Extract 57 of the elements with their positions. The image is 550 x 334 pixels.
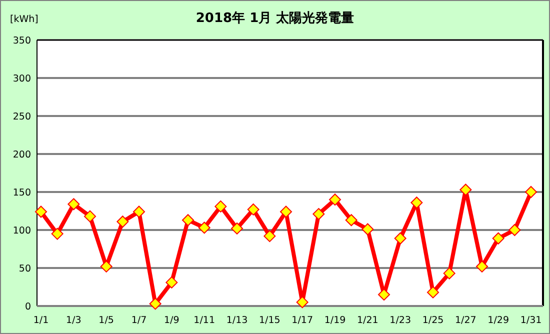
point xyxy=(84,210,96,222)
point xyxy=(492,232,504,244)
point xyxy=(443,267,456,280)
chart-title: 2018年 1月 太陽光発電量 xyxy=(196,11,354,26)
point xyxy=(460,184,472,196)
x-tick-label: 1/1 xyxy=(33,315,49,326)
x-tick-label: 1/9 xyxy=(164,315,180,326)
x-tick-label: 1/11 xyxy=(194,315,216,326)
point xyxy=(231,222,243,234)
y-tick-label: 200 xyxy=(12,150,31,160)
point xyxy=(247,203,260,216)
x-tick-label: 1/13 xyxy=(226,315,248,326)
point xyxy=(133,206,145,218)
x-tick-label: 1/29 xyxy=(488,315,510,326)
y-tick-label: 150 xyxy=(12,188,31,198)
point xyxy=(280,206,292,218)
point xyxy=(182,214,194,226)
point xyxy=(525,186,537,198)
point xyxy=(378,288,390,301)
x-tick-label: 1/17 xyxy=(292,315,314,326)
y-tick-label: 100 xyxy=(12,226,31,236)
point xyxy=(166,276,178,288)
point xyxy=(116,216,129,228)
point xyxy=(362,223,374,236)
x-tick-label: 1/21 xyxy=(356,315,378,326)
y-tick-label: 50 xyxy=(18,264,31,274)
x-tick-label: 1/25 xyxy=(422,315,444,326)
x-tick-label: 1/19 xyxy=(324,315,346,326)
x-tick-label: 1/27 xyxy=(454,315,476,326)
x-tick-label: 1/31 xyxy=(520,315,542,326)
point xyxy=(149,298,162,310)
point xyxy=(410,196,423,209)
y-axis-title: [kWh] xyxy=(10,14,38,25)
x-tick-label: 1/15 xyxy=(258,315,280,326)
point xyxy=(312,208,325,220)
point xyxy=(51,228,64,240)
point xyxy=(329,194,341,206)
point xyxy=(476,260,488,272)
point xyxy=(68,198,80,210)
x-tick-label: 1/3 xyxy=(66,315,82,326)
point xyxy=(264,230,276,242)
y-tick-label: 0 xyxy=(24,302,31,312)
x-tick-label: 1/5 xyxy=(98,315,114,326)
point xyxy=(198,222,210,234)
x-tick-label: 1/7 xyxy=(131,315,147,326)
y-tick-label: 250 xyxy=(12,112,31,122)
point xyxy=(35,206,47,218)
x-tick-label: 1/23 xyxy=(390,315,412,326)
point xyxy=(214,200,227,212)
y-tick-label: 300 xyxy=(12,74,31,84)
point xyxy=(394,232,406,244)
point xyxy=(345,214,358,226)
point xyxy=(427,286,439,298)
point xyxy=(296,296,308,308)
y-tick-label: 350 xyxy=(12,36,31,46)
point xyxy=(508,224,521,236)
point xyxy=(100,260,112,272)
